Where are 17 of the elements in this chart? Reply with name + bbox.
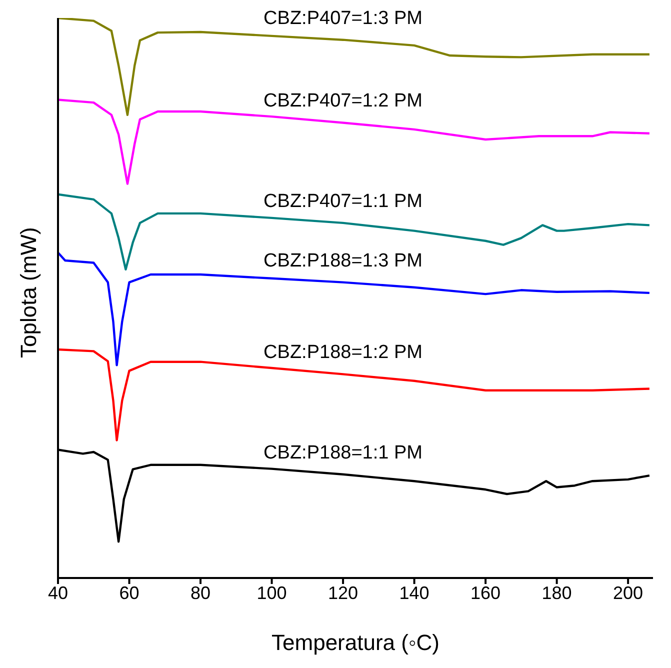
x-tick-label: 180 bbox=[542, 582, 572, 603]
x-tick-label: 120 bbox=[328, 582, 358, 603]
x-tick-label: 100 bbox=[256, 582, 287, 603]
x-tick-label: 60 bbox=[119, 582, 140, 603]
series-label: CBZ:P407=1:3 PM bbox=[264, 8, 423, 29]
series-label: CBZ:P188=1:3 PM bbox=[264, 250, 423, 272]
series-label: CBZ:P407=1:2 PM bbox=[264, 90, 423, 112]
x-tick-label: 200 bbox=[613, 582, 644, 603]
series-label: CBZ:P188=1:1 PM bbox=[264, 442, 423, 464]
y-axis-title: Toplota (mW) bbox=[16, 227, 41, 358]
series-label: CBZ:P188=1:2 PM bbox=[264, 342, 423, 364]
x-tick-label: 80 bbox=[190, 582, 211, 603]
x-tick-label: 140 bbox=[399, 582, 430, 603]
x-tick-label: 160 bbox=[470, 582, 501, 603]
x-axis-title: Temperatura (◦C) bbox=[272, 630, 440, 655]
x-tick-label: 40 bbox=[48, 582, 68, 603]
series-label: CBZ:P407=1:1 PM bbox=[264, 190, 423, 212]
